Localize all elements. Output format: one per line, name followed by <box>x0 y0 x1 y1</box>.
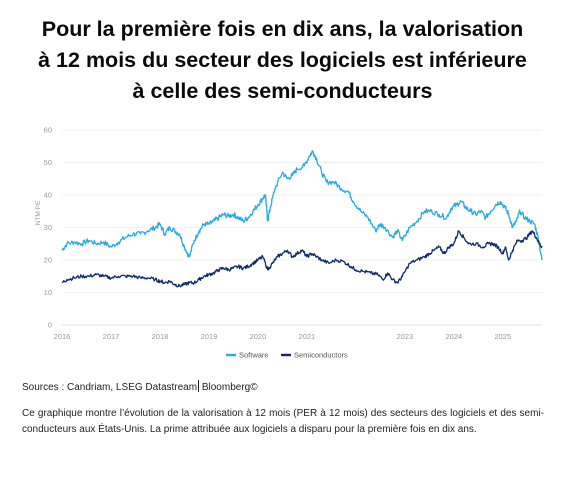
x-tick-label: 2021 <box>299 332 316 341</box>
sources-text: Sources : Candriam, LSEG Datastream <box>22 382 198 393</box>
series-line-semiconductors <box>61 230 543 288</box>
series-line-software <box>61 150 543 261</box>
title-line-2: à 12 mois du secteur des logiciels est i… <box>38 48 527 72</box>
x-tick-label: 2018 <box>152 332 169 341</box>
y-tick-label: 30 <box>44 223 52 232</box>
y-tick-label: 0 <box>48 321 52 330</box>
y-tick-label: 60 <box>44 126 52 135</box>
sources-text-tail: Bloomberg© <box>199 382 258 393</box>
x-tick-label: 2017 <box>103 332 120 341</box>
x-axis-ticks: 2016 2017 2018 2019 2020 2021 2023 2024 2025 <box>54 332 512 341</box>
x-tick-label: 2016 <box>54 332 71 341</box>
grid-lines <box>62 129 542 326</box>
chart-description: Ce graphique montre l’évolution de la va… <box>22 408 544 435</box>
y-tick-label: 50 <box>44 158 52 167</box>
series-lines <box>61 150 543 288</box>
chart-title: Pour la première fois en dix ans, la val… <box>0 14 565 107</box>
x-tick-label: 2024 <box>445 332 462 341</box>
legend-label-semiconductors: Semiconductors <box>294 351 348 360</box>
y-tick-label: 20 <box>44 256 52 265</box>
y-tick-label: 40 <box>44 191 52 200</box>
sources-note: Sources : Candriam, LSEG Datastream Bloo… <box>22 380 258 393</box>
text-cursor <box>198 380 200 392</box>
x-tick-label: 2020 <box>250 332 267 341</box>
y-tick-label: 10 <box>44 288 52 297</box>
title-line-1: Pour la première fois en dix ans, la val… <box>41 17 524 41</box>
x-tick-label: 2025 <box>494 332 511 341</box>
y-axis-ticks: 0 10 20 30 40 50 60 <box>44 126 52 330</box>
x-tick-label: 2019 <box>201 332 218 341</box>
legend-label-software: Software <box>239 351 269 360</box>
y-axis-label: NTM PE <box>35 200 42 225</box>
legend: Software Semiconductors <box>226 351 348 360</box>
x-tick-label: 2023 <box>397 332 414 341</box>
title-line-3: à celle des semi-conducteurs <box>132 79 433 103</box>
